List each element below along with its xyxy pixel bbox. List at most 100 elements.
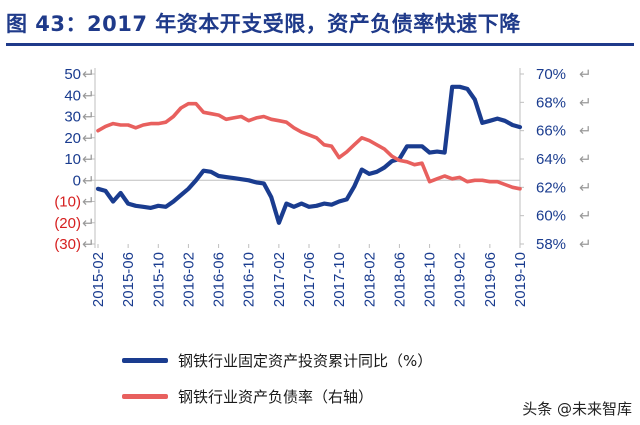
data-point-investment — [127, 203, 129, 205]
data-point-investment — [202, 170, 205, 172]
data-point-debt-ratio — [104, 125, 107, 128]
data-point-debt-ratio — [368, 139, 370, 142]
data-point-debt-ratio — [180, 107, 182, 109]
data-point-debt-ratio — [504, 183, 506, 186]
data-point-debt-ratio — [353, 144, 355, 146]
x-tick-label: 2015-06 — [120, 252, 137, 307]
data-point-investment — [474, 98, 476, 101]
data-point-debt-ratio — [120, 124, 122, 126]
right-tick-label: 64% — [536, 151, 566, 168]
data-point-debt-ratio — [293, 127, 295, 129]
right-tick-label: 70% — [536, 66, 566, 83]
data-point-debt-ratio — [187, 103, 190, 105]
data-point-investment — [383, 166, 385, 169]
return-mark-icon: ↵ — [82, 194, 95, 211]
data-point-debt-ratio — [315, 137, 318, 139]
data-point-investment — [346, 198, 348, 200]
data-point-investment — [233, 177, 235, 179]
data-point-debt-ratio — [338, 156, 340, 159]
data-point-investment — [436, 150, 438, 153]
data-point-investment — [489, 120, 491, 122]
right-axis-ticks: 70% ↵ 68% ↵ 66% ↵ 64% ↵ 62% ↵ 60% ↵ 58% ↵ — [520, 66, 592, 253]
data-point-debt-ratio — [511, 186, 514, 188]
data-point-debt-ratio — [376, 144, 378, 146]
title-underline — [6, 43, 634, 46]
x-tick-label: 2019-02 — [452, 252, 469, 307]
data-point-investment — [150, 207, 152, 209]
data-point-debt-ratio — [519, 188, 521, 190]
data-point-investment — [308, 206, 310, 208]
x-tick-label: 2017-10 — [331, 252, 348, 307]
return-mark-icon: ↵ — [82, 87, 95, 104]
return-mark-icon: ↵ — [579, 179, 592, 196]
data-point-investment — [376, 171, 378, 173]
x-tick-label: 2016-02 — [180, 252, 197, 307]
data-point-debt-ratio — [436, 178, 438, 180]
right-tick-label: 60% — [536, 208, 566, 225]
data-point-debt-ratio — [285, 121, 287, 123]
return-mark-icon: ↵ — [82, 66, 95, 83]
data-point-investment — [142, 206, 144, 208]
data-point-investment — [135, 205, 137, 207]
data-point-investment — [481, 122, 483, 124]
data-point-investment — [331, 204, 333, 206]
data-point-investment — [511, 124, 514, 126]
data-point-debt-ratio — [225, 118, 227, 120]
series-line-investment — [95, 84, 523, 225]
data-point-investment — [451, 86, 453, 88]
return-mark-icon: ↵ — [579, 236, 592, 253]
left-tick-label: (20) — [54, 215, 81, 232]
return-mark-icon: ↵ — [82, 109, 95, 126]
return-mark-icon: ↵ — [579, 208, 592, 225]
data-point-investment — [217, 175, 220, 177]
data-point-investment — [496, 118, 498, 120]
data-point-investment — [172, 200, 174, 203]
x-tick-label: 2019-10 — [512, 252, 529, 307]
line-chart: 50 ↵40 ↵30 ↵20 ↵10 ↵0 ↵(10) ↵(20) ↵(30) ↵ 70% ↵68%… — [54, 66, 592, 307]
data-point-debt-ratio — [451, 178, 453, 180]
data-point-debt-ratio — [300, 131, 303, 133]
data-point-investment — [263, 182, 265, 185]
data-point-debt-ratio — [127, 124, 129, 126]
right-tick-label: 66% — [536, 123, 566, 140]
data-point-investment — [255, 181, 257, 183]
data-point-debt-ratio — [233, 117, 235, 119]
watermark: 头条 @未来智库 — [522, 400, 632, 418]
data-point-debt-ratio — [165, 121, 167, 123]
return-mark-icon: ↵ — [82, 236, 95, 253]
x-tick-label: 2016-06 — [211, 252, 228, 307]
data-point-debt-ratio — [202, 111, 205, 113]
data-point-debt-ratio — [489, 181, 491, 183]
data-point-debt-ratio — [135, 127, 137, 129]
data-point-debt-ratio — [459, 176, 461, 179]
data-point-debt-ratio — [406, 161, 408, 163]
data-point-investment — [428, 152, 431, 154]
data-point-investment — [225, 176, 227, 178]
data-point-investment — [361, 169, 363, 171]
data-point-debt-ratio — [346, 151, 348, 153]
legend-swatch-red — [122, 394, 168, 399]
data-point-investment — [353, 186, 355, 188]
left-tick-label: 30 — [64, 109, 81, 126]
data-point-debt-ratio — [474, 179, 476, 181]
data-point-investment — [466, 88, 468, 90]
data-point-investment — [285, 203, 287, 205]
return-mark-icon: ↵ — [82, 215, 95, 232]
data-point-investment — [210, 171, 212, 173]
data-point-investment — [391, 160, 393, 162]
data-point-debt-ratio — [413, 164, 416, 166]
data-point-debt-ratio — [323, 144, 325, 146]
data-point-debt-ratio — [496, 181, 498, 183]
x-tick-label: 2015-10 — [150, 252, 167, 307]
data-point-debt-ratio — [97, 130, 99, 132]
data-point-debt-ratio — [240, 115, 242, 118]
data-point-investment — [459, 86, 461, 88]
x-axis-ticks: 2015-02 2015-06 2015-10 2016-02 2016-06 2016-… — [90, 244, 529, 307]
data-point-debt-ratio — [331, 145, 333, 147]
return-mark-icon: ↵ — [579, 94, 592, 111]
return-mark-icon: ↵ — [579, 151, 592, 168]
data-point-investment — [278, 222, 280, 224]
legend-label-debt-ratio: 钢铁行业资产负债率（右轴） — [178, 388, 374, 406]
data-point-debt-ratio — [383, 148, 385, 150]
return-mark-icon: ↵ — [579, 123, 592, 140]
